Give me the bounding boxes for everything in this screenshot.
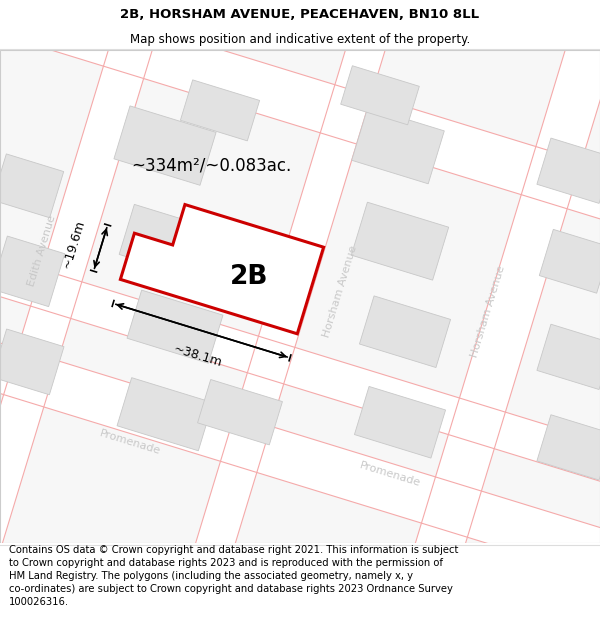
Polygon shape [117, 378, 213, 451]
Polygon shape [352, 107, 444, 184]
Polygon shape [341, 66, 419, 125]
Polygon shape [0, 305, 600, 616]
Text: Edith Avenue: Edith Avenue [26, 214, 58, 288]
Polygon shape [0, 154, 64, 218]
Polygon shape [539, 229, 600, 293]
Polygon shape [537, 415, 600, 480]
Polygon shape [114, 106, 216, 185]
Polygon shape [355, 386, 446, 458]
Text: ~334m²/~0.083ac.: ~334m²/~0.083ac. [131, 156, 292, 174]
Text: 2B: 2B [230, 264, 268, 290]
Text: Horsham Avenue: Horsham Avenue [321, 244, 359, 339]
Polygon shape [197, 379, 283, 445]
Text: 2B, HORSHAM AVENUE, PEACEHAVEN, BN10 8LL: 2B, HORSHAM AVENUE, PEACEHAVEN, BN10 8LL [121, 8, 479, 21]
Polygon shape [537, 138, 600, 203]
Text: ~38.1m: ~38.1m [172, 342, 224, 369]
Text: Promenade: Promenade [358, 461, 422, 489]
Text: Contains OS data © Crown copyright and database right 2021. This information is : Contains OS data © Crown copyright and d… [9, 544, 458, 608]
Polygon shape [359, 296, 451, 368]
Polygon shape [121, 204, 323, 334]
Polygon shape [537, 324, 600, 389]
Polygon shape [0, 236, 65, 307]
Polygon shape [0, 329, 64, 395]
Polygon shape [127, 290, 223, 363]
Text: Map shows position and indicative extent of the property.: Map shows position and indicative extent… [130, 32, 470, 46]
Polygon shape [0, 0, 600, 257]
Text: Horsham Avenue: Horsham Avenue [469, 264, 507, 359]
Text: Promenade: Promenade [98, 428, 162, 456]
Polygon shape [352, 202, 449, 280]
Polygon shape [145, 0, 445, 625]
Text: ~19.6m: ~19.6m [60, 218, 87, 270]
Polygon shape [119, 204, 211, 278]
Polygon shape [0, 0, 212, 625]
Polygon shape [0, 218, 600, 519]
Polygon shape [181, 80, 260, 141]
Polygon shape [365, 0, 600, 625]
